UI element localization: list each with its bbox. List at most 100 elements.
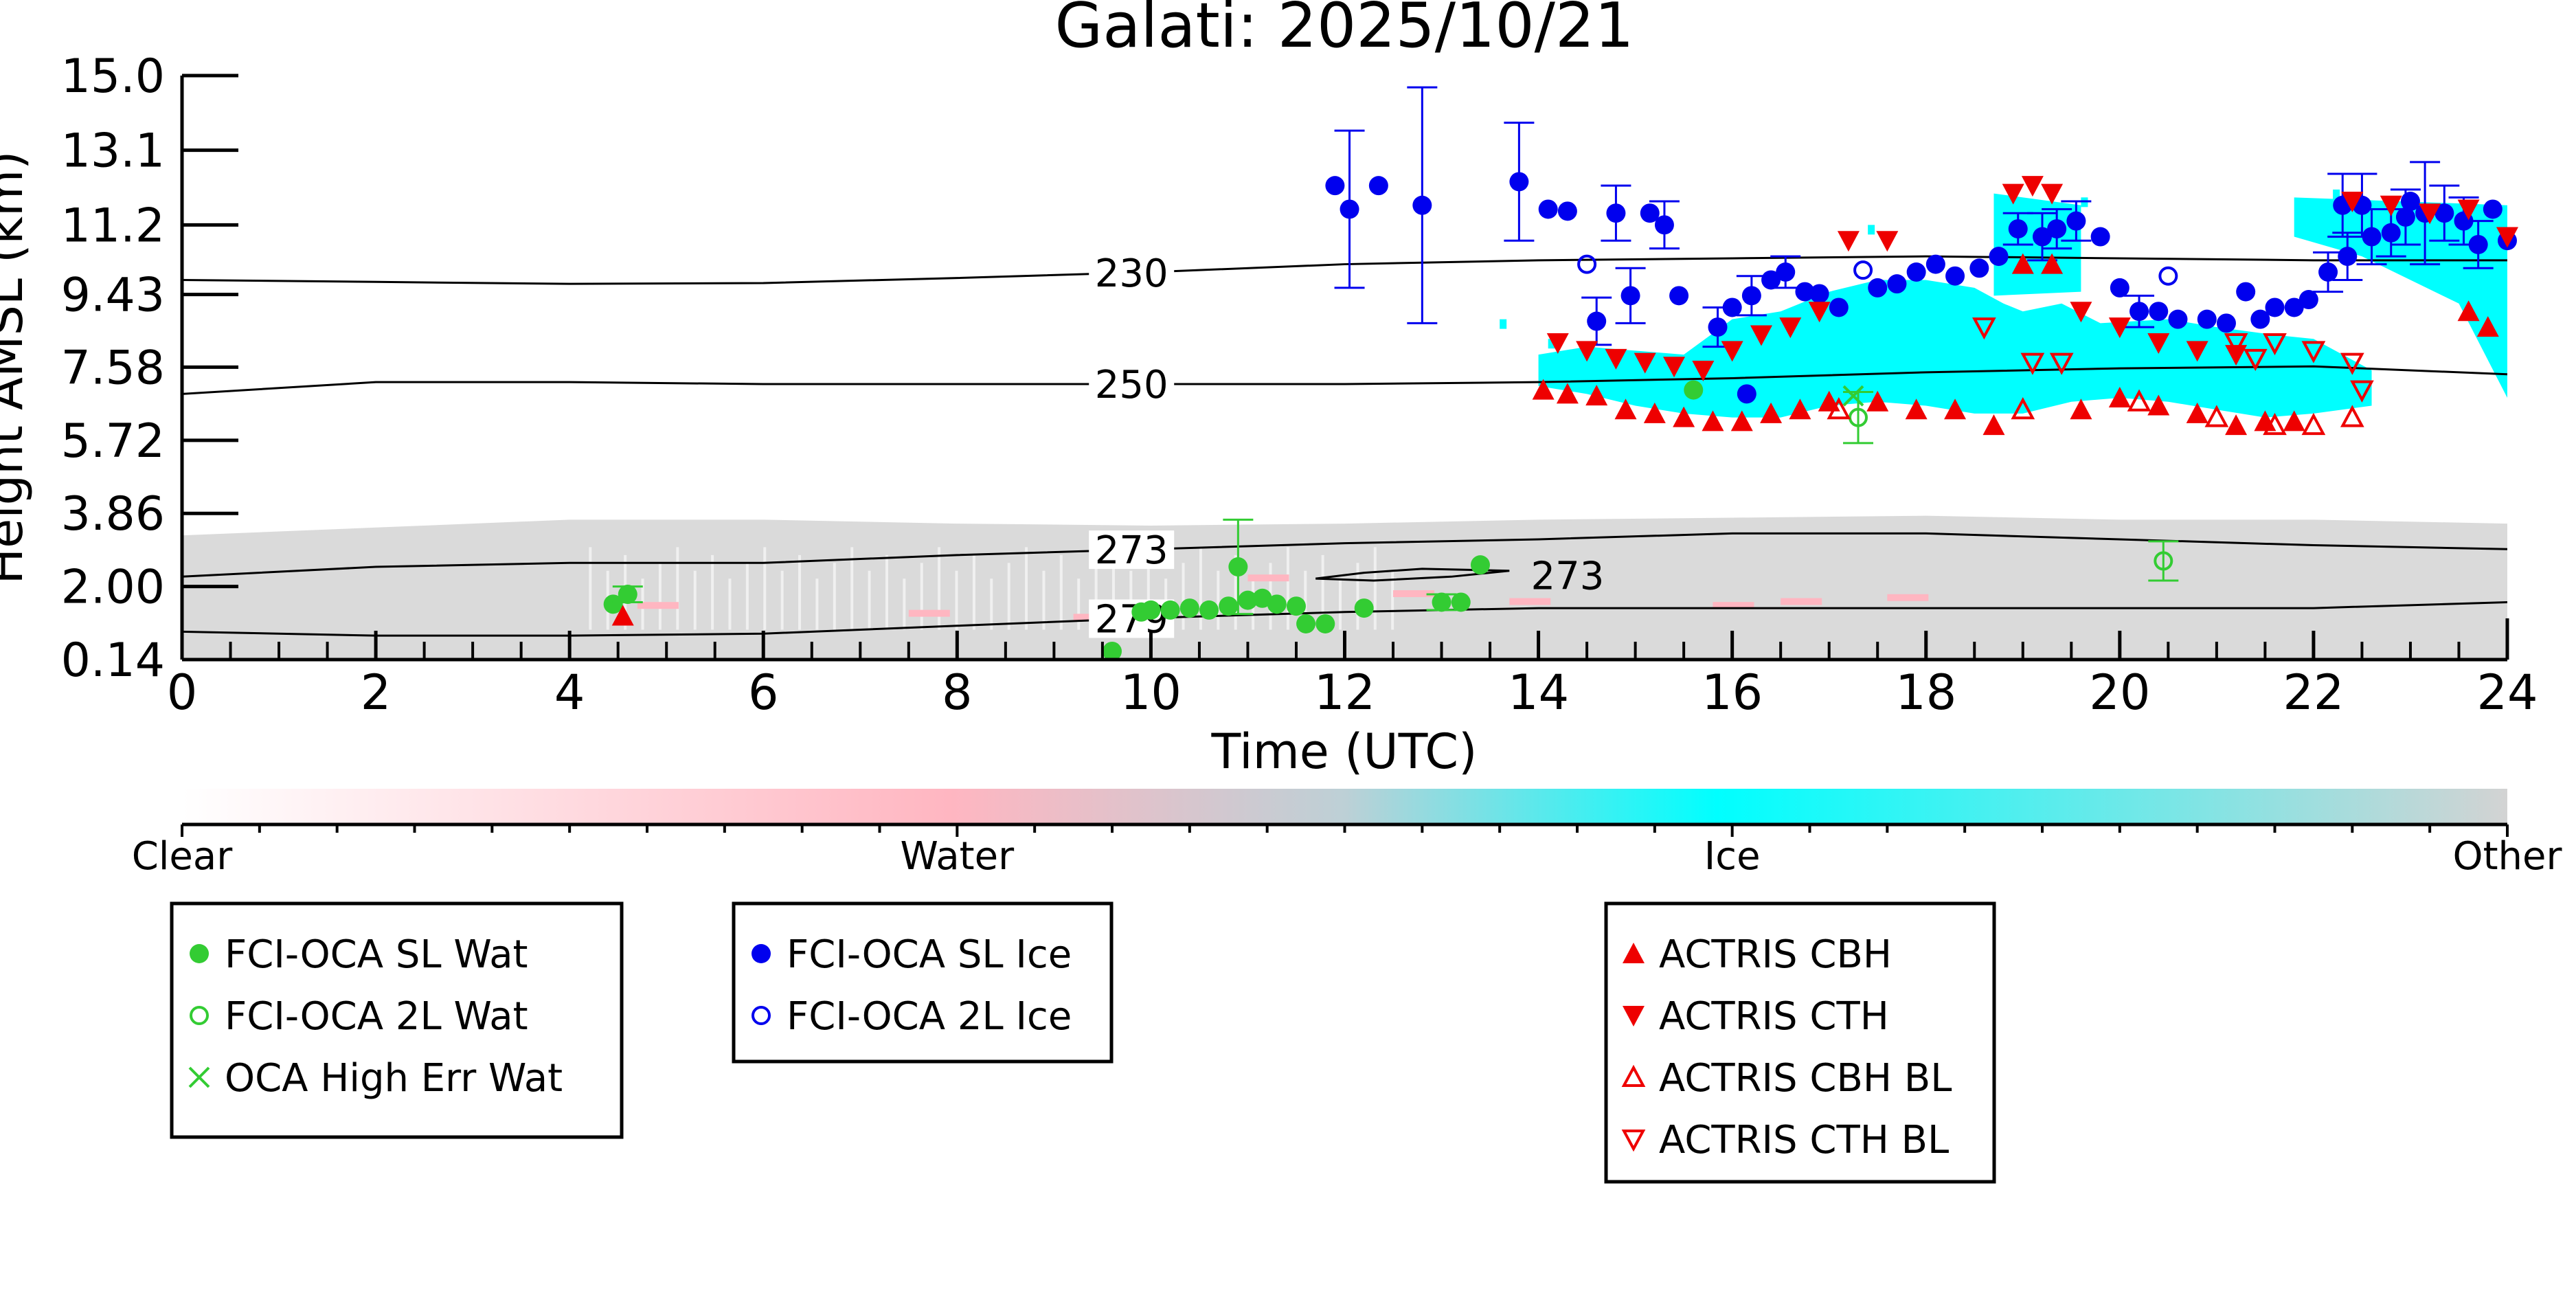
data-point — [1585, 385, 1608, 406]
other-class-gap — [1077, 579, 1081, 630]
data-point — [2011, 253, 2034, 274]
data-point — [2263, 333, 2287, 356]
data-point — [1722, 298, 1742, 317]
x-tick-label: 24 — [2476, 664, 2538, 721]
other-class-gap — [972, 554, 975, 630]
series-fci-oca-2l-ice — [1577, 254, 2178, 286]
other-class-gap — [920, 563, 923, 630]
x-tick-label: 10 — [1120, 664, 1182, 721]
series-fci-oca-sl-wat — [603, 380, 1704, 661]
legend-label: FCI-OCA SL Ice — [787, 932, 1072, 977]
data-point — [1451, 592, 1471, 612]
other-class-gap — [676, 547, 679, 630]
data-point — [188, 1066, 210, 1088]
data-point — [1238, 590, 1258, 610]
data-point — [2047, 219, 2067, 239]
data-point — [1945, 266, 1965, 286]
data-point — [603, 594, 623, 614]
ice-class-speck — [1500, 319, 1507, 329]
other-class-gap — [938, 547, 941, 630]
data-point — [2049, 352, 2074, 375]
data-point — [1614, 398, 1637, 420]
data-point — [190, 1006, 209, 1025]
data-point — [611, 605, 634, 626]
data-point — [2340, 405, 2364, 427]
data-point — [2340, 352, 2364, 375]
legend-box-2: FCI-OCA SL Ice FCI-OCA 2L Ice — [732, 901, 1114, 1064]
cloud-classification-field — [182, 189, 2507, 660]
other-class-gap — [693, 570, 697, 630]
y-tick-label: 2.00 — [61, 561, 165, 615]
data-point — [1286, 596, 1306, 616]
other-class-gap — [990, 579, 993, 630]
data-point — [1779, 317, 1802, 339]
data-point — [1669, 286, 1689, 306]
data-point — [1702, 410, 1724, 431]
other-class-gap — [1182, 563, 1185, 630]
data-point — [2011, 396, 2035, 420]
contour-label-bg — [1089, 599, 1175, 638]
axes: 0 2 4 6 8 10 12 14 16 18 20 22 240.142.003.865.727.5… — [61, 49, 2538, 721]
colorbar: Clear Water Ice Other — [132, 789, 2562, 879]
legend-frame — [732, 901, 1114, 1064]
water-class-speck — [637, 602, 679, 609]
data-point — [2457, 199, 2480, 221]
data-point — [2066, 211, 2086, 231]
data-point — [2186, 402, 2208, 423]
data-point — [1829, 298, 1849, 317]
y-tick-label: 15.0 — [61, 49, 165, 104]
data-point — [2301, 341, 2326, 363]
data-point — [2301, 412, 2326, 436]
other-class-gap — [1321, 554, 1324, 630]
other-class-gap — [1356, 563, 1359, 630]
water-class-speck — [1887, 594, 1929, 601]
data-point — [2496, 227, 2518, 248]
other-class-gap — [1059, 554, 1063, 630]
other-class-gap — [728, 579, 732, 630]
data-point — [1557, 201, 1577, 221]
data-point — [2033, 227, 2052, 247]
y-tick-label: 0.14 — [61, 633, 165, 688]
data-point — [1325, 176, 1345, 196]
other-class-gap — [711, 554, 714, 630]
data-point — [1219, 596, 1239, 616]
other-class-gap — [1007, 563, 1010, 630]
data-point — [618, 585, 637, 605]
data-point — [2149, 302, 2169, 322]
data-point — [1730, 410, 1753, 431]
other-class-gap — [658, 563, 662, 630]
data-point — [1576, 341, 1598, 362]
data-point — [1605, 348, 1627, 370]
series-fci-oca-sl-ice — [1325, 86, 2517, 404]
legend-entry: FCI-OCA 2L Ice — [752, 994, 1072, 1039]
legend-entry: ACTRIS CTH BL — [1621, 1118, 1949, 1163]
other-class-gap — [1199, 547, 1202, 630]
other-class-gap — [1286, 547, 1289, 630]
colorbar-gradient — [182, 789, 2507, 824]
data-point — [2197, 309, 2217, 329]
data-point — [1789, 398, 1811, 420]
contour-label-bg — [1089, 253, 1175, 292]
data-point — [2002, 183, 2024, 205]
data-point — [1587, 311, 1607, 331]
data-point — [1267, 594, 1287, 614]
data-point — [2380, 195, 2402, 216]
data-point — [1887, 274, 1907, 294]
data-point — [1368, 176, 1388, 196]
contour-label-bg — [1089, 530, 1175, 570]
other-class-gap — [885, 554, 888, 630]
x-tick-label: 4 — [554, 664, 585, 721]
colorbar-label: Clear — [132, 834, 233, 879]
data-point — [2090, 227, 2110, 247]
data-point — [1876, 231, 1899, 252]
colorbar-label: Ice — [1704, 834, 1761, 879]
data-point — [1741, 286, 1761, 306]
data-point — [2129, 302, 2149, 322]
data-point — [1684, 380, 1704, 400]
data-point — [1737, 384, 1756, 404]
data-point — [2021, 176, 2044, 197]
data-point — [1853, 260, 1873, 280]
data-point — [1760, 402, 1783, 423]
